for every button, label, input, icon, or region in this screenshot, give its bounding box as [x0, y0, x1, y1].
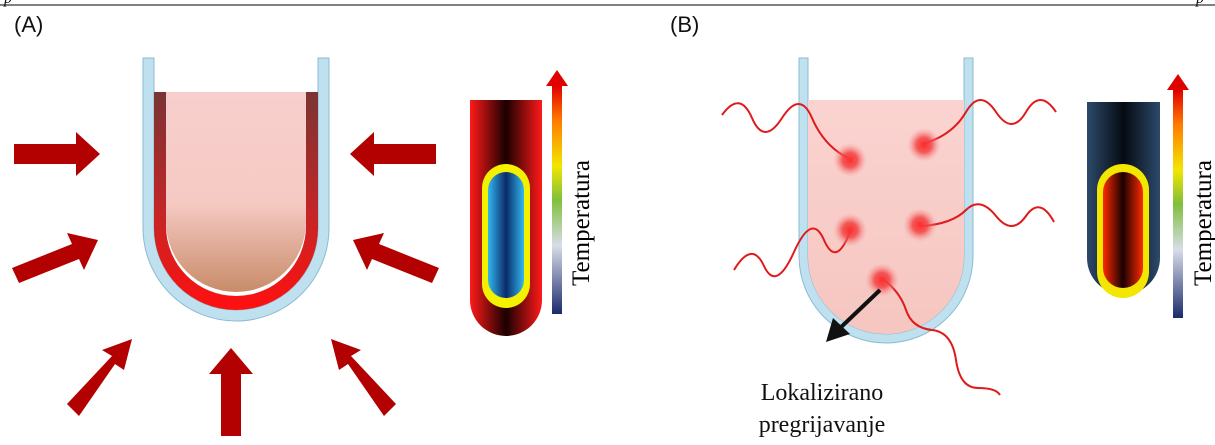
microwave-waves: [721, 99, 1057, 396]
temperature-scale-b-arrowhead: [1167, 74, 1189, 90]
temperature-scale-a-label: Temperatura: [568, 160, 595, 286]
thermal-map-b-core: [1103, 172, 1143, 288]
wave-upper-left: [721, 102, 849, 159]
arrow-left-upper: [14, 132, 100, 176]
wave-upper-right: [921, 99, 1057, 145]
hotspot-5: [865, 263, 899, 297]
thermal-map-a: [470, 100, 542, 336]
arrow-right-upper: [350, 132, 436, 176]
arrow-bottom-left: [67, 339, 132, 416]
hotspot-1: [833, 143, 867, 177]
arrow-left-lower: [12, 233, 98, 283]
temperature-scale-a-arrowhead: [546, 70, 568, 86]
wave-lower: [883, 279, 1001, 396]
temperature-scale-b-bar: [1173, 90, 1183, 318]
temperature-scale-b-label: Temperatura: [1190, 160, 1215, 286]
header-fragment-right: p: [1196, 0, 1204, 8]
tube-b-liquid: [808, 100, 964, 334]
hotspots: [833, 128, 941, 297]
temperature-scale-b: [1167, 74, 1189, 318]
hotspot-2: [907, 128, 941, 162]
hotspot-3: [833, 213, 867, 247]
arrow-right-lower: [353, 233, 439, 283]
arrow-bottom-center: [209, 348, 253, 436]
superheating-caption-line1: Lokalizirano: [760, 380, 884, 406]
header-fragment-left: p: [4, 0, 12, 8]
arrow-bottom-right: [331, 339, 396, 416]
thermal-map-a-core: [488, 172, 524, 298]
thermal-map-b: [1087, 102, 1160, 298]
temperature-scale-a-bar: [552, 86, 562, 314]
tube-a-liquid: [166, 92, 306, 292]
hotspot-4: [903, 208, 937, 242]
temperature-scale-a: [546, 70, 568, 314]
pointer-shaft: [836, 288, 882, 332]
external-heat-arrows: [12, 132, 439, 436]
pointer-head: [826, 318, 850, 342]
panel-a-label: (A): [14, 12, 44, 37]
wave-middle-left: [733, 227, 851, 278]
superheating-caption-line2: pregrijavanje: [758, 412, 886, 438]
superheating-pointer: [826, 288, 882, 342]
tube-a: [142, 57, 330, 322]
tube-b: [798, 57, 974, 344]
wave-middle-right: [921, 203, 1055, 227]
panel-b-label: (B): [670, 12, 700, 37]
